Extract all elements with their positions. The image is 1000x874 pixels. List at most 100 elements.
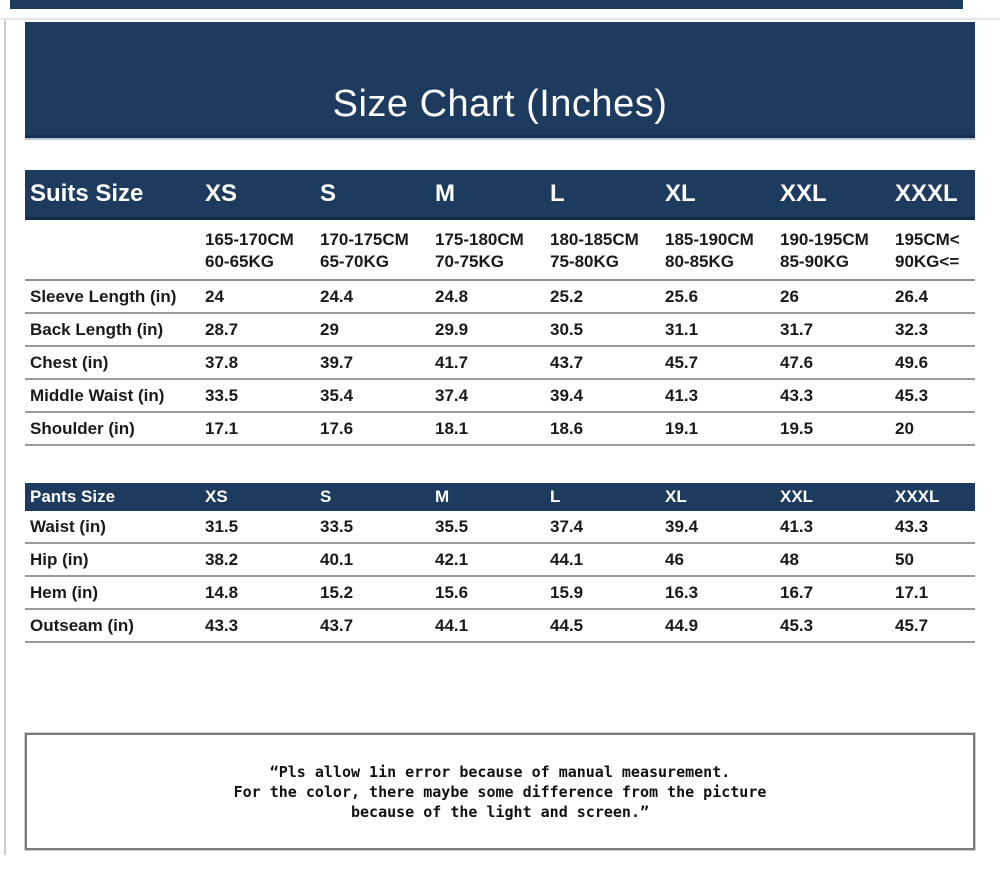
page-title: Size Chart (Inches) <box>332 83 668 125</box>
chart-content: Size Chart (Inches) Suits Size XS S M L XL XXL… <box>25 22 975 850</box>
top-hairline <box>0 18 1000 20</box>
suits-row-value: 32.3 <box>895 319 929 339</box>
pants-row-value: 37.4 <box>550 516 584 536</box>
suits-row-value: 45.3 <box>895 385 929 405</box>
suits-row-value: 28.7 <box>205 319 239 339</box>
pants-row-label: Hip (in) <box>30 549 89 569</box>
suits-row-value: 26 <box>780 286 799 306</box>
suits-size-header-xxxl: XXXL <box>895 179 958 207</box>
weight-range: 90KG<= <box>895 252 960 271</box>
suits-row-value: 17.1 <box>205 418 239 438</box>
suits-row-value: 30.5 <box>550 319 584 339</box>
suits-table-row: Middle Waist (in) 33.5 35.4 37.4 39.4 41.3 43.… <box>25 380 975 413</box>
suits-row-value: 45.7 <box>665 352 699 372</box>
suits-row-label: Shoulder (in) <box>30 418 135 438</box>
left-edge-line <box>4 20 6 855</box>
pants-size-header-xs: XS <box>205 487 228 506</box>
suits-range-spacer <box>25 229 205 273</box>
weight-range: 60-65KG <box>205 252 274 271</box>
suits-row-value: 41.7 <box>435 352 469 372</box>
height-range: 170-175CM <box>320 230 409 249</box>
suits-size-header-m: M <box>435 179 455 207</box>
height-range: 195CM< <box>895 230 960 249</box>
pants-row-value: 16.3 <box>665 582 699 602</box>
pants-row-value: 45.7 <box>895 615 929 635</box>
note-line-1: “Pls allow 1in error because of manual m… <box>269 762 731 781</box>
pants-row-value: 33.5 <box>320 516 354 536</box>
suits-row-label: Sleeve Length (in) <box>30 286 177 306</box>
pants-row-value: 14.8 <box>205 582 239 602</box>
pants-table-row: Hip (in) 38.2 40.1 42.1 44.1 46 48 50 <box>25 544 975 577</box>
suits-table-row: Shoulder (in) 17.1 17.6 18.1 18.6 19.1 19.5 20 <box>25 413 975 446</box>
note-line-3: because of the light and screen.” <box>350 802 649 821</box>
pants-table-header-row: Pants Size XS S M L XL XXL XXXL <box>25 483 975 511</box>
suits-height-weight-cell: 180-185CM 75-80KG <box>550 229 665 273</box>
suits-row-value: 39.7 <box>320 352 354 372</box>
suits-size-header-s: S <box>320 179 337 207</box>
pants-table-body: Waist (in) 31.5 33.5 35.5 37.4 39.4 41.3 43.3 Hi… <box>25 511 975 643</box>
pants-row-value: 17.1 <box>895 582 929 602</box>
pants-row-label: Outseam (in) <box>30 615 134 635</box>
pants-row-value: 45.3 <box>780 615 814 635</box>
pants-row-label: Waist (in) <box>30 516 106 536</box>
suits-row-value: 24.4 <box>320 286 354 306</box>
suits-row-value: 43.7 <box>550 352 584 372</box>
suits-row-value: 39.4 <box>550 385 584 405</box>
suits-row-label: Back Length (in) <box>30 319 164 339</box>
suits-row-value: 29 <box>320 319 339 339</box>
suits-row-value: 31.7 <box>780 319 814 339</box>
suits-row-value: 19.5 <box>780 418 814 438</box>
suits-row-value: 37.4 <box>435 385 469 405</box>
height-range: 180-185CM <box>550 230 639 249</box>
suits-table-header-row: Suits Size XS S M L XL XXL XXXL <box>25 170 975 220</box>
suits-row-value: 33.5 <box>205 385 239 405</box>
pants-size-header-xxl: XXL <box>780 487 814 506</box>
suits-row-value: 37.8 <box>205 352 239 372</box>
suits-row-value: 18.1 <box>435 418 469 438</box>
suits-row-label: Middle Waist (in) <box>30 385 165 405</box>
pants-row-value: 15.9 <box>550 582 584 602</box>
suits-size-header-xs: XS <box>205 179 238 207</box>
weight-range: 85-90KG <box>780 252 849 271</box>
suits-size-header-xl: XL <box>665 179 696 207</box>
pants-size-header-xxxl: XXXL <box>895 487 940 506</box>
suits-size-header-xxl: XXL <box>780 179 827 207</box>
pants-row-value: 44.1 <box>435 615 469 635</box>
suits-row-value: 43.3 <box>780 385 814 405</box>
suits-row-value: 29.9 <box>435 319 469 339</box>
pants-row-value: 39.4 <box>665 516 699 536</box>
pants-row-value: 40.1 <box>320 549 354 569</box>
pants-size-header-xl: XL <box>665 487 687 506</box>
height-range: 165-170CM <box>205 230 294 249</box>
pants-row-value: 16.7 <box>780 582 814 602</box>
pants-size-header-l: L <box>550 487 561 506</box>
suits-row-value: 35.4 <box>320 385 354 405</box>
pants-row-value: 48 <box>780 549 799 569</box>
height-range: 190-195CM <box>780 230 869 249</box>
pants-row-value: 15.2 <box>320 582 354 602</box>
pants-row-value: 42.1 <box>435 549 469 569</box>
note-line-2: For the color, there maybe some differen… <box>233 782 767 801</box>
suits-row-value: 49.6 <box>895 352 929 372</box>
weight-range: 70-75KG <box>435 252 504 271</box>
suits-row-value: 26.4 <box>895 286 929 306</box>
suits-row-value: 47.6 <box>780 352 814 372</box>
suits-height-weight-row: 165-170CM 60-65KG 170-175CM 65-70KG 175-180C… <box>25 220 975 281</box>
suits-height-weight-cell: 190-195CM 85-90KG <box>780 229 895 273</box>
pants-row-value: 46 <box>665 549 684 569</box>
suits-row-value: 18.6 <box>550 418 584 438</box>
weight-range: 75-80KG <box>550 252 619 271</box>
suits-table-row: Back Length (in) 28.7 29 29.9 30.5 31.1 31.7 32… <box>25 314 975 347</box>
suits-size-header-l: L <box>550 179 565 207</box>
suits-row-value: 25.6 <box>665 286 699 306</box>
height-range: 175-180CM <box>435 230 524 249</box>
pants-size-header-m: M <box>435 487 450 506</box>
suits-row-value: 17.6 <box>320 418 354 438</box>
pants-row-value: 43.3 <box>895 516 929 536</box>
pants-row-value: 44.1 <box>550 549 584 569</box>
suits-height-weight-cell: 165-170CM 60-65KG <box>205 229 320 273</box>
weight-range: 80-85KG <box>665 252 734 271</box>
pants-table-row: Outseam (in) 43.3 43.7 44.1 44.5 44.9 45.3 45.7 <box>25 610 975 643</box>
suits-row-value: 25.2 <box>550 286 584 306</box>
